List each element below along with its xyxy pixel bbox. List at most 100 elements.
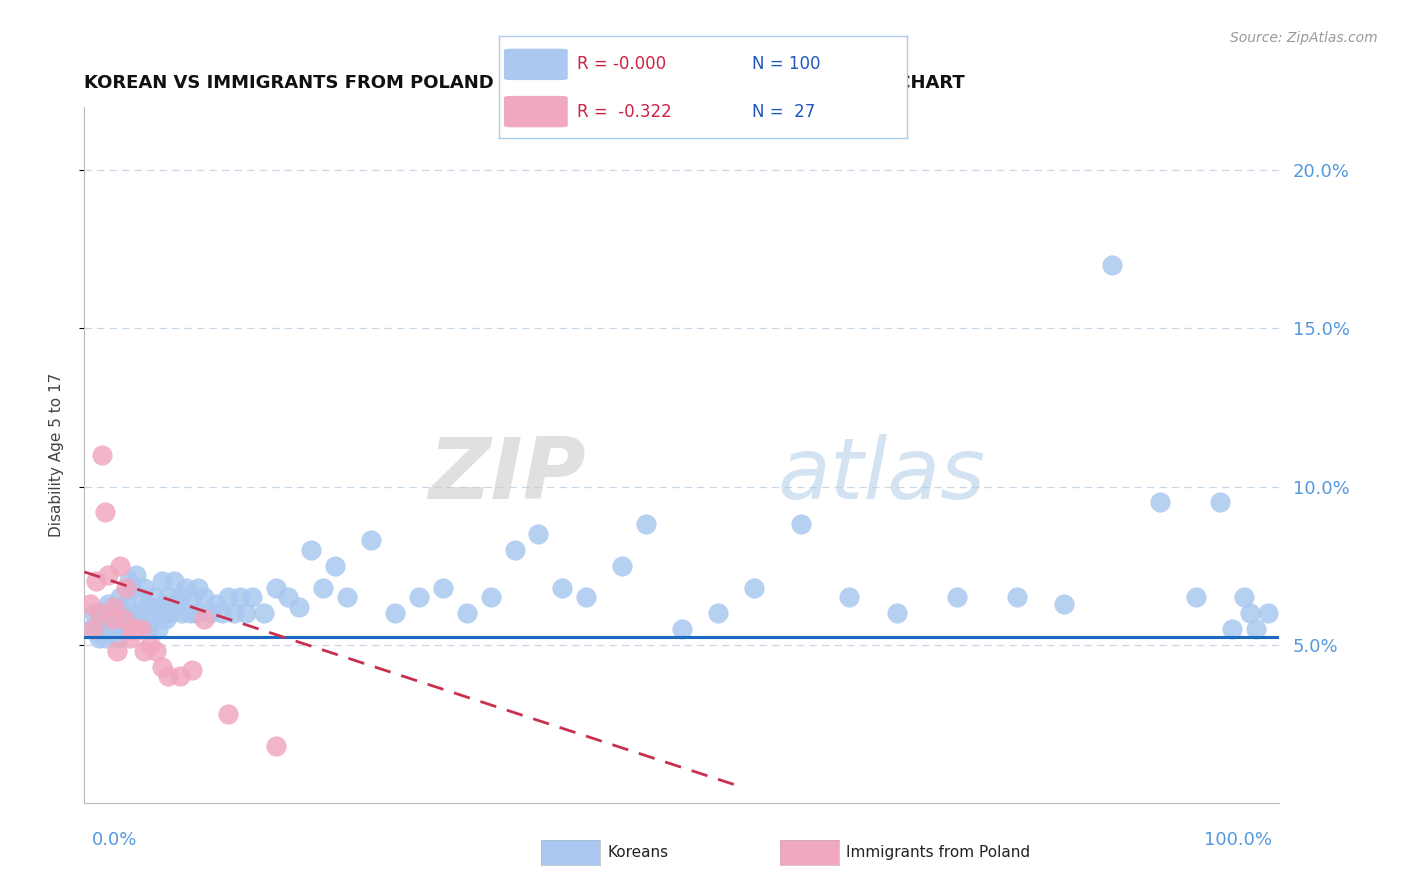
Point [103,606,125,620]
Point [193,612,215,626]
Point [503,542,526,557]
Point [127,615,149,630]
Point [636,517,658,532]
Point [91,606,114,620]
Text: N = 100: N = 100 [752,55,821,73]
Point [184,606,207,620]
Point [1244,622,1267,636]
Point [91,628,114,642]
Point [1053,597,1076,611]
Point [181,663,204,677]
Text: atlas: atlas [778,434,986,517]
Text: KOREAN VS IMMIGRANTS FROM POLAND DISABILITY AGE 5 TO 17 CORRELATION CHART: KOREAN VS IMMIGRANTS FROM POLAND DISABIL… [84,74,965,92]
Point [107,632,129,646]
Point [551,581,574,595]
Point [139,638,162,652]
Point [312,581,335,595]
Point [139,606,162,620]
Point [136,622,159,636]
Point [135,599,157,614]
Point [101,599,124,614]
Point [129,591,152,605]
Point [141,612,163,626]
Point [1239,606,1261,620]
Point [117,574,139,589]
Point [671,622,693,636]
Point [575,591,598,605]
Text: R = -0.000: R = -0.000 [576,55,665,73]
Point [325,558,347,573]
Point [946,591,969,605]
Point [432,581,454,595]
Point [301,542,323,557]
Point [115,581,138,595]
Point [121,622,143,636]
Text: ZIP: ZIP [429,434,586,517]
Point [83,606,105,620]
Point [87,632,110,646]
Point [157,591,180,605]
Point [742,581,765,595]
Point [527,527,550,541]
Point [479,591,502,605]
FancyBboxPatch shape [503,95,568,128]
Text: N =  27: N = 27 [752,103,815,120]
Text: Immigrants from Poland: Immigrants from Poland [846,846,1031,860]
Point [101,612,124,626]
Y-axis label: Disability Age 5 to 17: Disability Age 5 to 17 [49,373,63,537]
Point [288,599,311,614]
Point [181,591,204,605]
Point [264,739,287,753]
Point [148,622,170,636]
Point [153,597,176,611]
Text: Koreans: Koreans [607,846,668,860]
Point [1257,606,1279,620]
Point [91,448,114,462]
Point [115,612,138,626]
Point [707,606,730,620]
Point [235,606,257,620]
Point [179,606,201,620]
Point [79,597,101,611]
Point [110,615,132,630]
Point [187,581,209,595]
Point [118,622,141,636]
Point [612,558,634,573]
Point [384,606,406,620]
Point [150,574,173,589]
Point [132,644,156,658]
Point [82,622,104,636]
Point [1209,495,1232,509]
Point [163,574,186,589]
Point [103,599,125,614]
Point [94,632,117,646]
Point [1101,258,1123,272]
Point [222,606,245,620]
Point [100,622,122,636]
Point [105,644,128,658]
Point [408,591,430,605]
Point [145,644,167,658]
Point [169,591,191,605]
Point [97,597,120,611]
Point [93,505,115,519]
FancyBboxPatch shape [503,48,568,81]
Point [97,612,120,626]
Point [198,606,221,620]
Point [211,606,233,620]
Point [456,606,478,620]
Point [115,597,138,611]
Point [145,599,167,614]
Point [125,622,148,636]
Point [217,591,239,605]
Point [217,707,239,722]
Point [172,606,194,620]
Text: 0.0%: 0.0% [91,831,136,849]
Point [360,533,382,548]
Point [97,568,120,582]
Point [1233,591,1256,605]
Point [142,591,165,605]
Point [131,606,153,620]
Text: 100.0%: 100.0% [1205,831,1272,849]
Point [129,622,152,636]
